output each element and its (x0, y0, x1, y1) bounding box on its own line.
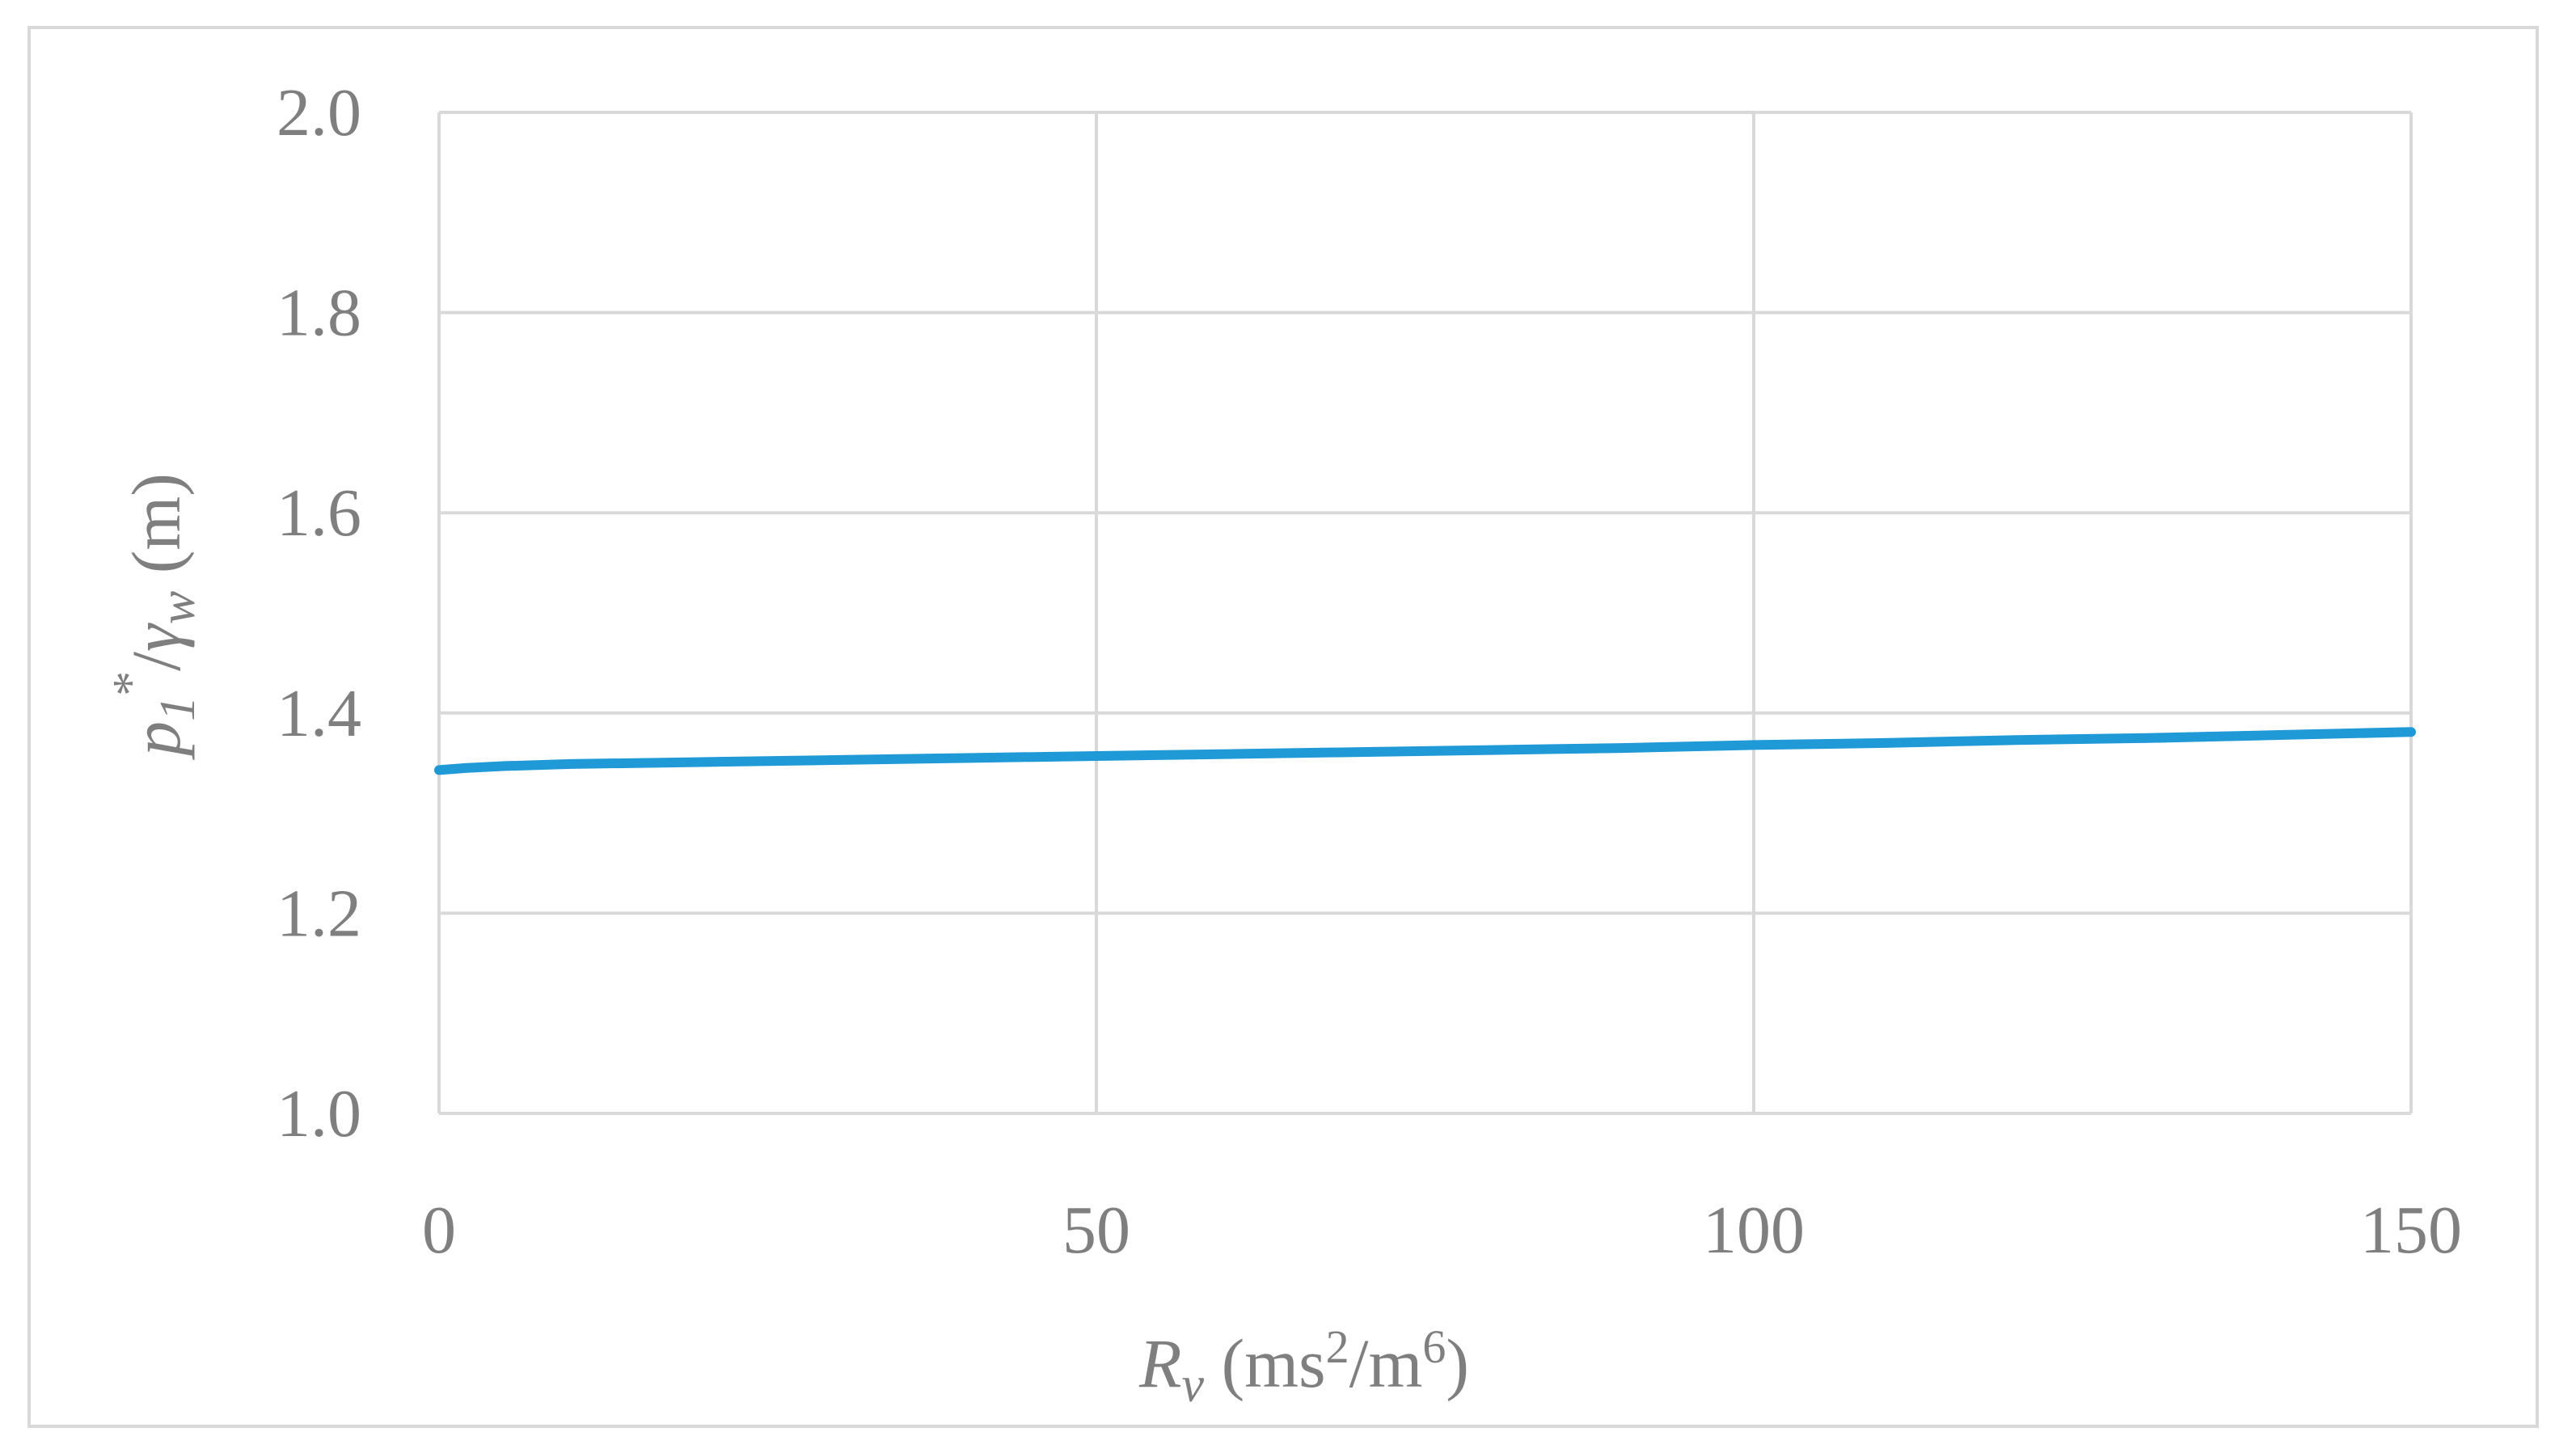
series-layer (434, 727, 2416, 775)
y-tick-label: 2.0 (277, 75, 361, 150)
x-axis-unit-exp1: 2 (1326, 1320, 1349, 1373)
x-axis-symbol: R (1138, 1324, 1182, 1402)
y-axis-subscript2: w (150, 591, 205, 624)
x-tick-label: 0 (422, 1193, 456, 1268)
y-axis-symbol2: γ (117, 623, 195, 652)
gridlines (437, 111, 2413, 1115)
x-axis-unit-open: (ms (1204, 1324, 1326, 1402)
y-tick-label: 1.6 (277, 475, 361, 551)
y-tick-label: 1.8 (277, 276, 361, 351)
series-line (434, 727, 2416, 775)
y-axis-symbol: p (117, 721, 195, 761)
y-axis-subscript: 1 (150, 696, 205, 721)
x-tick-label: 150 (2360, 1193, 2462, 1268)
y-tick-label: 1.4 (277, 676, 361, 751)
x-axis-title: Rv (ms2/m6) (1138, 1320, 1469, 1413)
x-axis-unit-close: ) (1446, 1324, 1469, 1402)
x-axis-unit-exp2: 6 (1422, 1320, 1446, 1373)
y-tick-label: 1.2 (277, 876, 361, 951)
x-axis-subscript: v (1182, 1358, 1205, 1413)
x-tick-label: 100 (1703, 1193, 1805, 1268)
x-axis-unit-mid: /m (1349, 1324, 1423, 1402)
x-tick-labels: 0 50 100 150 (422, 1193, 2462, 1268)
chart-frame (27, 26, 2539, 1428)
y-axis-slash: / (117, 652, 195, 671)
x-tick-label: 50 (1062, 1193, 1130, 1268)
y-axis-superscript: * (103, 671, 158, 696)
y-tick-label: 1.0 (277, 1076, 361, 1151)
y-axis-title: p1*/γw (m) (103, 473, 205, 761)
y-tick-labels: 1.0 1.2 1.4 1.6 1.8 2.0 (277, 75, 361, 1151)
y-axis-unit: (m) (117, 473, 195, 591)
